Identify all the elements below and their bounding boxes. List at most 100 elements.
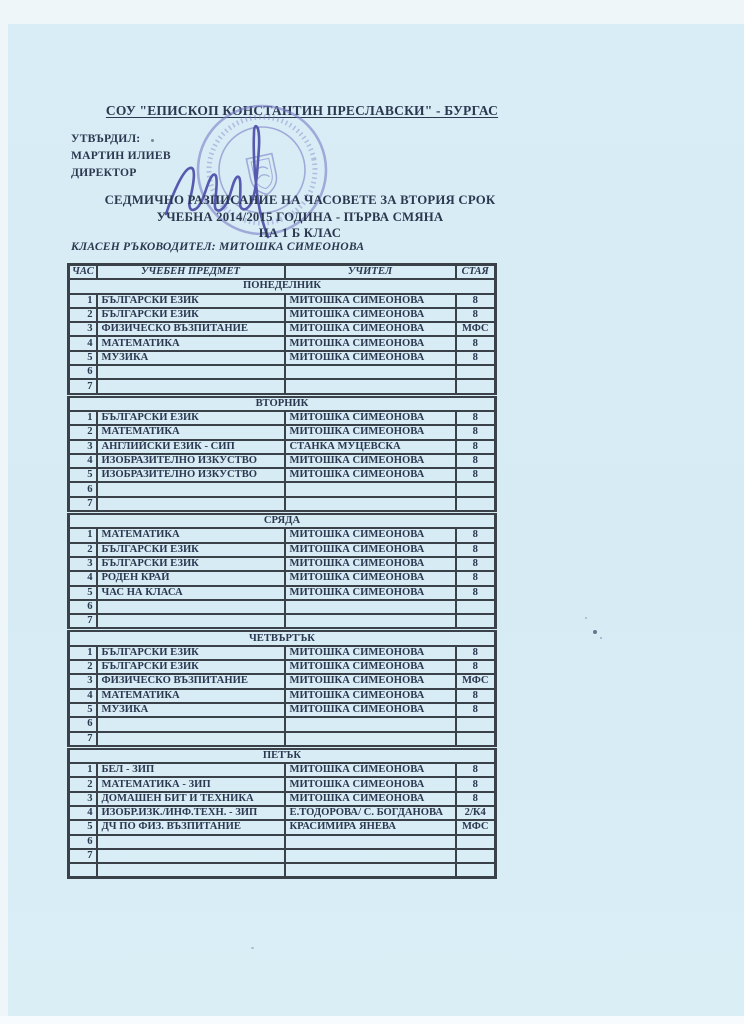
subject-cell [95,613,286,631]
schedule-row: 3 ФИЗИЧЕСКО ВЪЗПИТАНИЕ МИТОШКА СИМЕОНОВА МФ… [67,673,497,690]
subject-cell [95,481,286,498]
subject-cell: БЕЛ - ЗИП [95,762,286,779]
teacher-cell: МИТОШКА СИМЕОНОВА [283,790,457,808]
subject-cell [95,378,286,397]
room-cell [454,613,497,631]
period-cell: 6 [67,364,98,381]
teacher-cell: МИТОШКА СИМЕОНОВА [283,335,457,352]
approver-title: ДИРЕКТОР [71,166,137,179]
ink-speck [600,637,602,639]
schedule-row: 1 БЪЛГАРСКИ ЕЗИК МИТОШКА СИМЕОНОВА 8 [67,292,497,309]
room-cell: МФС [454,673,497,690]
period-cell: 3 [67,555,98,573]
room-cell: 8 [454,776,497,793]
schedule-row: 3 БЪЛГАРСКИ ЕЗИК МИТОШКА СИМЕОНОВА 8 [67,555,497,573]
subject-cell: БЪЛГАРСКИ ЕЗИК [95,555,286,573]
period-cell: 5 [67,467,98,484]
period-cell: 2 [67,776,98,793]
period-cell: 5 [67,819,98,836]
period-cell: 4 [67,335,98,352]
room-cell [454,481,497,498]
subtitle-line3: НА 1 Б КЛАС [258,226,342,240]
day-header-row: ЧЕТВЪРТЪК [67,627,497,647]
school-stamp-icon [196,104,328,236]
subject-cell: МАТЕМАТИКА [95,424,286,441]
period-cell: 7 [67,847,98,865]
room-cell: 8 [454,438,497,455]
day-header-row: ПЕТЪК [67,744,497,765]
subject-cell: МАТЕМАТИКА [95,687,286,704]
period-cell: 3 [67,438,98,455]
day-header-row: СРЯДА [67,510,497,530]
teacher-cell: МИТОШКА СИМЕОНОВА [283,321,457,338]
teacher-cell: МИТОШКА СИМЕОНОВА [283,776,457,793]
room-cell: 8 [454,452,497,470]
schedule-row: 3 ФИЗИЧЕСКО ВЪЗПИТАНИЕ МИТОШКА СИМЕОНОВА МФ… [67,321,497,338]
subject-cell: МАТЕМАТИКА [95,335,286,352]
day-name: ВТОРНИК [67,392,497,412]
teacher-cell [283,495,457,514]
period-cell: 2 [67,541,98,558]
school-title: СОУ "ЕПИСКОП КОНСТАНТИН ПРЕСЛАВСКИ" - БУ… [0,103,604,119]
room-cell: 8 [454,555,497,573]
class-teacher-line: КЛАСЕН РЪКОВОДИТЕЛ: МИТОШКА СИМЕОНОВА [71,240,365,253]
period-cell: 5 [67,701,98,719]
teacher-cell [283,862,457,879]
teacher-cell: МИТОШКА СИМЕОНОВА [283,527,457,544]
subject-cell: МАТЕМАТИКА [95,527,286,544]
schedule-row: 1 МАТЕМАТИКА МИТОШКА СИМЕОНОВА 8 [67,527,497,544]
room-cell [454,716,497,733]
schedule-row: 6 [67,364,497,381]
teacher-cell: МИТОШКА СИМЕОНОВА [283,541,457,558]
teacher-cell: МИТОШКА СИМЕОНОВА [283,584,457,601]
room-cell: 8 [454,541,497,558]
subject-cell: БЪЛГАРСКИ ЕЗИК [95,409,286,427]
room-cell: 8 [454,701,497,719]
subject-cell: МУЗИКА [95,349,286,367]
subject-cell: ИЗОБР.ИЗК./ИНФ.ТЕХН. - ЗИП [95,804,286,822]
teacher-cell [283,716,457,733]
room-cell: 8 [454,584,497,601]
period-cell: 3 [67,790,98,808]
day-name: ПОНЕДЕЛНИК [67,278,497,295]
schedule-row: 4 МАТЕМАТИКА МИТОШКА СИМЕОНОВА 8 [67,335,497,352]
teacher-cell: МИТОШКА СИМЕОНОВА [283,306,457,324]
day-name: ЧЕТВЪРТЪК [67,627,497,647]
room-cell: 8 [454,292,497,309]
schedule-row: 7 [67,613,497,631]
schedule-row: 1 БЪЛГАРСКИ ЕЗИК МИТОШКА СИМЕОНОВА 8 [67,409,497,427]
subject-cell [95,598,286,616]
teacher-cell: МИТОШКА СИМЕОНОВА [283,555,457,573]
subject-cell [95,495,286,514]
room-cell: 8 [454,409,497,427]
room-cell: 8 [454,527,497,544]
room-cell: 8 [454,306,497,324]
schedule-row: 5 МУЗИКА МИТОШКА СИМЕОНОВА 8 [67,701,497,719]
subject-cell: ФИЗИЧЕСКО ВЪЗПИТАНИЕ [95,673,286,690]
period-cell: 2 [67,658,98,676]
teacher-cell: СТАНКА МУЦЕВСКА [283,438,457,455]
ink-speck [251,947,254,949]
subject-cell: РОДЕН КРАЙ [95,570,286,587]
room-cell [454,364,497,381]
day-name: ПЕТЪК [67,744,497,765]
schedule-row: 5 ЧАС НА КЛАСА МИТОШКА СИМЕОНОВА 8 [67,584,497,601]
schedule-row: 5 ДЧ ПО ФИЗ. ВЪЗПИТАНИЕ КРАСИМИРА ЯНЕВА МФС [67,819,497,836]
teacher-cell [283,613,457,631]
subject-cell [95,833,286,850]
schedule-row: 4 РОДЕН КРАЙ МИТОШКА СИМЕОНОВА 8 [67,570,497,587]
col-header-subject: УЧЕБЕН ПРЕДМЕТ [95,263,286,281]
teacher-cell: МИТОШКА СИМЕОНОВА [283,467,457,484]
schedule-row: 7 [67,378,497,397]
teacher-cell [283,833,457,850]
schedule-row: 2 МАТЕМАТИКА - ЗИП МИТОШКА СИМЕОНОВА 8 [67,776,497,793]
period-cell: 1 [67,644,98,662]
schedule-table: ЧАС УЧЕБЕН ПРЕДМЕТ УЧИТЕЛ СТАЯ ПОНЕДЕЛНИ… [67,263,497,880]
schedule-row: 7 [67,495,497,514]
teacher-cell: МИТОШКА СИМЕОНОВА [283,424,457,441]
schedule-row: 5 МУЗИКА МИТОШКА СИМЕОНОВА 8 [67,349,497,367]
period-cell: 6 [67,833,98,850]
subject-cell: БЪЛГАРСКИ ЕЗИК [95,292,286,309]
room-cell: 8 [454,467,497,484]
schedule-row: 4 МАТЕМАТИКА МИТОШКА СИМЕОНОВА 8 [67,687,497,704]
